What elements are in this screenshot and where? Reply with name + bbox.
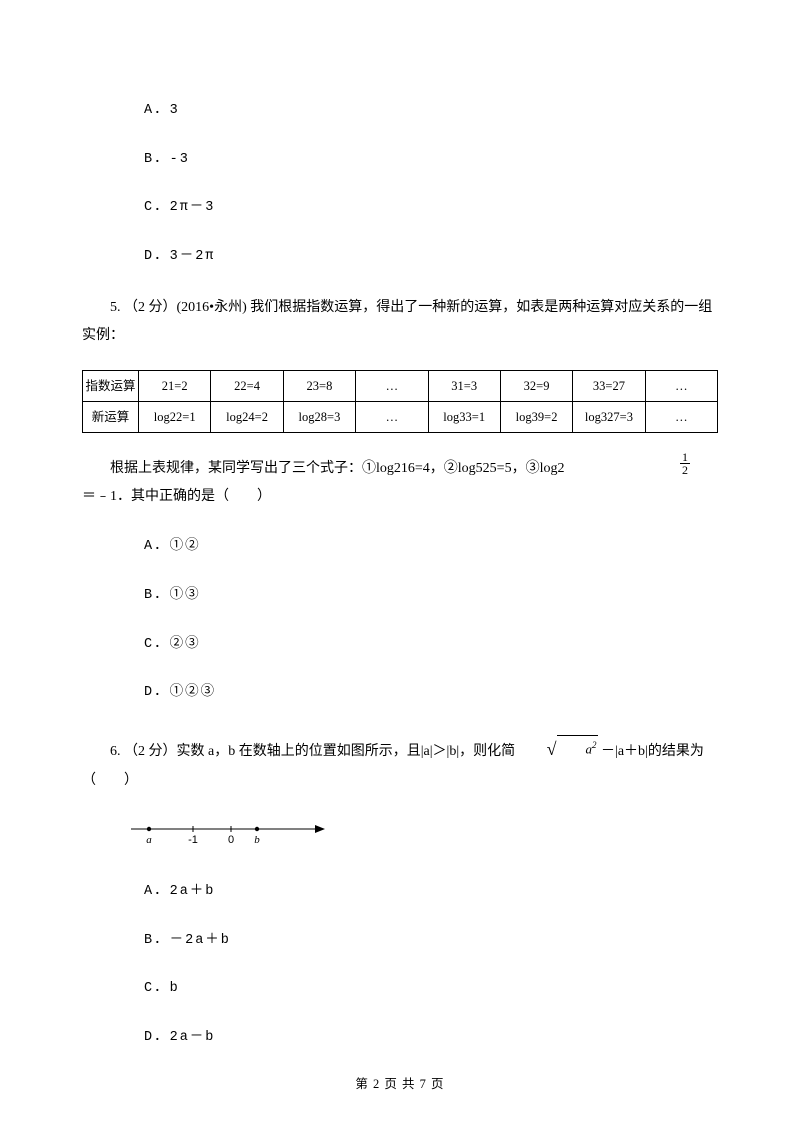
q5-option-c: C．②③ (144, 634, 718, 656)
svg-text:0: 0 (228, 834, 234, 845)
fraction-half: 1 2 (680, 451, 690, 476)
table-cell: … (645, 402, 717, 433)
table-cell: 22=4 (211, 371, 283, 402)
q5-after-line2: ＝﹣1．其中正确的是（ ） (82, 483, 718, 511)
table-cell: log327=3 (573, 402, 645, 433)
svg-text:b: b (254, 834, 260, 845)
table-row: 新运算 log22=1 log24=2 log28=3 … log33=1 lo… (83, 402, 718, 433)
table-cell: … (645, 371, 717, 402)
q6-stem-before: 6. （2 分）实数 a，b 在数轴上的位置如图所示，且|a|＞|b|，则化简 (110, 744, 519, 759)
q6-option-a: A．2a＋b (144, 881, 718, 903)
table-cell: log39=2 (500, 402, 572, 433)
q6-number-line: a -1 0 b (127, 815, 718, 853)
q5-option-a: A．①② (144, 536, 718, 558)
table-cell: 23=8 (283, 371, 355, 402)
q4-option-b: B．-3 (144, 149, 718, 171)
svg-text:-1: -1 (188, 834, 198, 845)
q5-stem: 5. （2 分）(2016•永州) 我们根据指数运算，得出了一种新的运算，如表是… (82, 294, 718, 350)
q6-stem: 6. （2 分）实数 a，b 在数轴上的位置如图所示，且|a|＞|b|，则化简 … (82, 731, 718, 795)
sqrt-expression: √a2 (519, 731, 598, 767)
table-cell: … (356, 402, 428, 433)
page-footer: 第 2 页 共 7 页 (0, 1074, 800, 1094)
q4-option-a: A．3 (144, 100, 718, 122)
q6-option-b: B．－2a＋b (144, 930, 718, 952)
table-cell: 指数运算 (83, 371, 139, 402)
table-cell: 31=3 (428, 371, 500, 402)
q6-option-d: D．2a－b (144, 1027, 718, 1049)
q5-after-line1: 根据上表规律，某同学写出了三个式子：①log216=4，②log525=5，③l… (82, 455, 718, 483)
q5-option-d: D．①②③ (144, 682, 718, 704)
table-cell: 新运算 (83, 402, 139, 433)
table-cell: 21=2 (139, 371, 211, 402)
table-cell: 33=27 (573, 371, 645, 402)
table-cell: log22=1 (139, 402, 211, 433)
table-cell: log24=2 (211, 402, 283, 433)
q5-conclusion: 1 2 根据上表规律，某同学写出了三个式子：①log216=4，②log525=… (82, 455, 718, 511)
table-cell: log28=3 (283, 402, 355, 433)
table-cell: log33=1 (428, 402, 500, 433)
table-cell: … (356, 371, 428, 402)
svg-text:a: a (146, 834, 152, 845)
q5-table: 指数运算 21=2 22=4 23=8 … 31=3 32=9 33=27 … … (82, 370, 718, 433)
table-row: 指数运算 21=2 22=4 23=8 … 31=3 32=9 33=27 … (83, 371, 718, 402)
q5-option-b: B．①③ (144, 585, 718, 607)
q4-option-d: D．3－2π (144, 246, 718, 268)
q6-option-c: C．b (144, 978, 718, 1000)
table-cell: 32=9 (500, 371, 572, 402)
q4-option-c: C．2π－3 (144, 197, 718, 219)
